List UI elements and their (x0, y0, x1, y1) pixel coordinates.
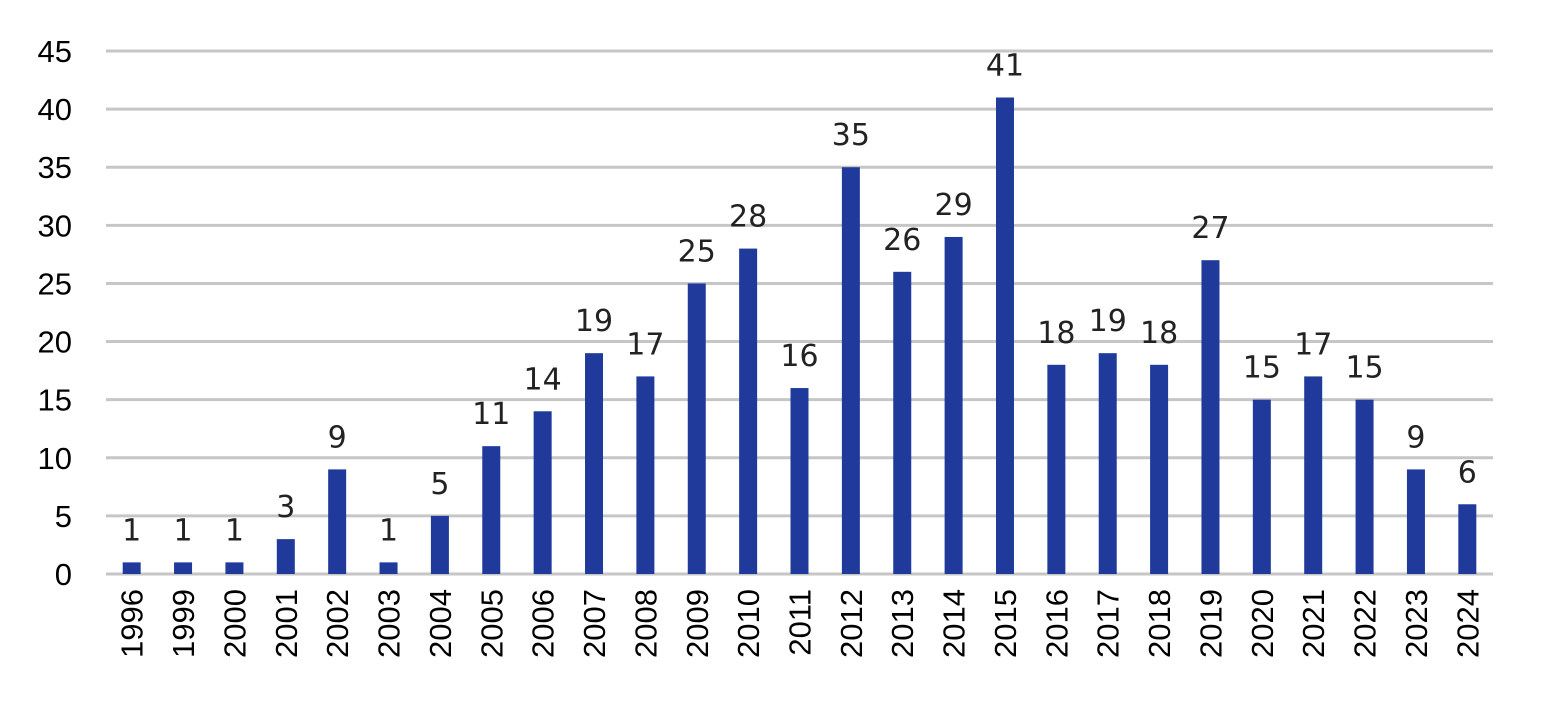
x-tick-label: 2021 (1296, 589, 1331, 658)
data-label: 6 (1458, 455, 1477, 490)
data-label: 3 (276, 490, 295, 525)
x-tick-label: 2008 (628, 589, 663, 658)
bar (1098, 353, 1117, 574)
x-tick-label: 1999 (166, 589, 201, 658)
x-tick-label: 2014 (937, 589, 972, 658)
data-label: 1 (174, 513, 193, 548)
bar (122, 562, 141, 574)
y-tick-label: 10 (38, 441, 72, 476)
bar (533, 411, 552, 574)
y-tick-label: 25 (38, 266, 72, 301)
x-axis-ticks: 1996 1999 2000 2001 2002 2003 2004 2005 2006 2007… (115, 589, 1486, 658)
bar (482, 446, 501, 574)
bar (636, 376, 655, 574)
bar (328, 469, 347, 574)
bar (790, 388, 809, 574)
x-tick-label: 2002 (320, 589, 355, 658)
x-tick-label: 2020 (1245, 589, 1280, 658)
x-tick-label: 2024 (1450, 589, 1485, 658)
x-tick-label: 2009 (680, 589, 715, 658)
data-label: 18 (1140, 316, 1178, 351)
bar (1252, 399, 1271, 574)
x-tick-label: 2015 (988, 589, 1023, 658)
bars (122, 97, 1477, 575)
bar (1304, 376, 1323, 574)
data-label: 26 (883, 223, 921, 258)
y-tick-label: 30 (38, 208, 72, 243)
bar (1355, 399, 1374, 574)
data-label: 1 (225, 513, 244, 548)
y-tick-label: 20 (38, 325, 72, 360)
bar (687, 283, 706, 574)
data-label: 14 (524, 362, 562, 397)
bar (739, 248, 758, 575)
bar (225, 562, 244, 574)
bar (1458, 504, 1477, 574)
x-tick-label: 2018 (1142, 589, 1177, 658)
data-label: 16 (780, 339, 818, 374)
data-label: 19 (575, 304, 613, 339)
data-label: 27 (1191, 211, 1229, 246)
bar (944, 236, 963, 574)
data-label: 1 (379, 513, 398, 548)
data-label: 25 (678, 234, 716, 269)
y-tick-label: 0 (55, 557, 72, 592)
x-tick-label: 2006 (526, 589, 561, 658)
data-label: 29 (935, 188, 973, 223)
x-tick-label: 2003 (372, 589, 407, 658)
data-label: 15 (1243, 351, 1281, 386)
bar (1406, 469, 1425, 574)
y-tick-label: 40 (38, 92, 72, 127)
x-tick-label: 2007 (577, 589, 612, 658)
x-tick-label: 2000 (217, 589, 252, 658)
y-tick-label: 45 (38, 34, 72, 69)
data-label: 9 (1406, 420, 1425, 455)
bar (841, 167, 860, 574)
x-tick-label: 2001 (269, 589, 304, 658)
bar (1047, 364, 1066, 574)
data-label: 35 (832, 118, 870, 153)
bar (379, 562, 398, 574)
x-tick-label: 2022 (1348, 589, 1383, 658)
x-tick-label: 2005 (474, 589, 509, 658)
bar (995, 97, 1014, 574)
x-tick-label: 2011 (783, 589, 818, 656)
bar (893, 271, 912, 574)
data-label: 1 (122, 513, 141, 548)
x-tick-label: 2023 (1399, 589, 1434, 658)
y-axis-ticks: 0 5 10 15 20 25 30 35 40 45 (38, 34, 72, 592)
data-label: 28 (729, 200, 767, 235)
y-tick-label: 5 (55, 499, 72, 534)
data-label: 18 (1037, 316, 1075, 351)
x-tick-label: 2004 (423, 589, 458, 658)
data-label: 15 (1345, 351, 1383, 386)
bar (1150, 364, 1169, 574)
x-tick-label: 2016 (1039, 589, 1074, 658)
bar (276, 539, 295, 574)
bar (174, 562, 193, 574)
y-tick-label: 15 (38, 383, 72, 418)
bar (1201, 260, 1220, 574)
bar (585, 353, 604, 574)
data-label: 41 (986, 48, 1024, 83)
data-label: 9 (328, 420, 347, 455)
x-tick-label: 2013 (885, 589, 920, 658)
data-label: 17 (1294, 327, 1332, 362)
bar (430, 515, 449, 574)
data-label: 5 (430, 467, 449, 502)
x-tick-label: 2010 (731, 589, 766, 658)
x-tick-label: 2012 (834, 589, 869, 658)
x-tick-label: 1996 (115, 589, 150, 658)
x-tick-label: 2017 (1091, 589, 1126, 658)
x-tick-label: 2019 (1193, 589, 1228, 658)
data-label: 19 (1089, 304, 1127, 339)
data-label: 17 (626, 327, 664, 362)
data-label: 11 (472, 397, 510, 432)
y-tick-label: 35 (38, 150, 72, 185)
